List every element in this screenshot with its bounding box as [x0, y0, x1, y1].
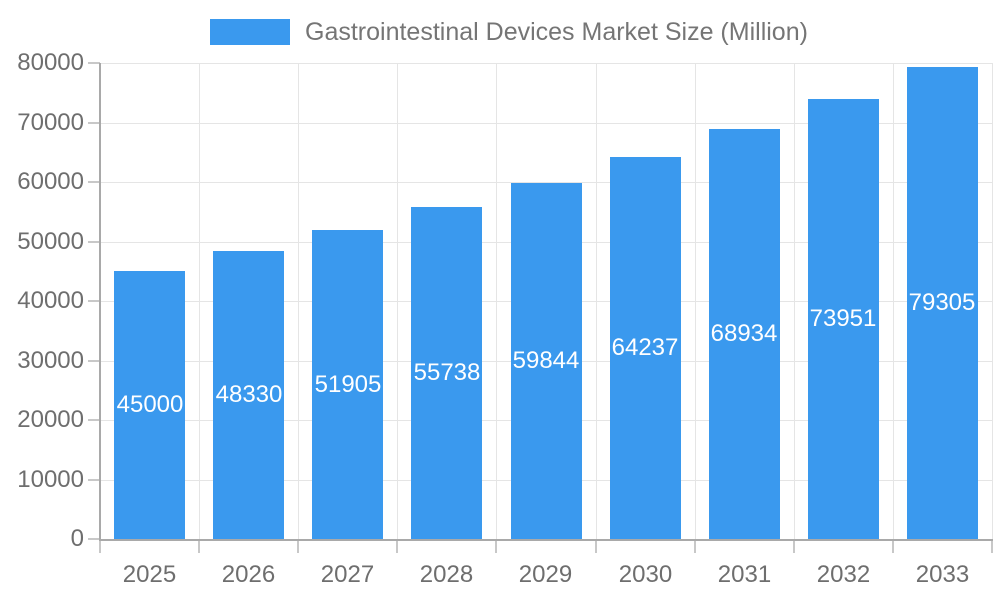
x-axis-tick: [297, 541, 299, 553]
gridline-horizontal: [100, 63, 992, 64]
bar[interactable]: [511, 183, 582, 539]
x-axis-tick: [495, 541, 497, 553]
x-axis-label: 2030: [618, 561, 673, 588]
x-axis-tick: [198, 541, 200, 553]
bar-value-label: 51905: [314, 371, 382, 398]
bar[interactable]: [312, 230, 383, 539]
bar-value-label: 48330: [215, 381, 283, 408]
bar[interactable]: [808, 99, 879, 539]
y-axis-label: 20000: [17, 406, 84, 433]
y-axis-tick: [88, 360, 100, 362]
x-axis-label: 2029: [518, 561, 573, 588]
y-axis-label: 0: [70, 525, 84, 552]
y-axis-tick: [88, 300, 100, 302]
y-axis-tick: [88, 479, 100, 481]
x-axis-label: 2032: [816, 561, 871, 588]
y-axis-tick: [88, 181, 100, 183]
x-axis-line: [99, 539, 993, 541]
bar[interactable]: [213, 251, 284, 539]
bar[interactable]: [114, 271, 185, 539]
y-axis-label: 10000: [17, 466, 84, 493]
bar[interactable]: [411, 207, 482, 539]
x-axis-label: 2026: [221, 561, 276, 588]
x-axis-tick: [694, 541, 696, 553]
bar-value-label: 45000: [116, 391, 184, 418]
y-axis-tick: [88, 538, 100, 540]
x-axis-label: 2033: [915, 561, 970, 588]
gridline-vertical: [992, 63, 993, 539]
bar-value-label: 73951: [809, 305, 877, 332]
y-axis-label: 70000: [17, 109, 84, 136]
y-axis-tick: [88, 241, 100, 243]
bar-value-label: 55738: [413, 359, 481, 386]
legend-item[interactable]: Gastrointestinal Devices Market Size (Mi…: [210, 18, 808, 46]
y-axis-label: 50000: [17, 228, 84, 255]
x-axis-tick: [595, 541, 597, 553]
y-axis-line: [99, 63, 101, 541]
y-axis-label: 40000: [17, 287, 84, 314]
x-axis-tick: [793, 541, 795, 553]
y-axis-label: 80000: [17, 49, 84, 76]
y-axis-tick: [88, 419, 100, 421]
bar[interactable]: [610, 157, 681, 539]
y-axis-label: 30000: [17, 347, 84, 374]
legend-label: Gastrointestinal Devices Market Size (Mi…: [305, 18, 808, 46]
x-axis-tick: [99, 541, 101, 553]
x-axis-label: 2031: [717, 561, 772, 588]
bar[interactable]: [709, 129, 780, 539]
y-axis-tick: [88, 122, 100, 124]
bar-value-label: 59844: [512, 347, 580, 374]
x-axis-label: 2025: [122, 561, 177, 588]
bar[interactable]: [907, 67, 978, 539]
bar-value-label: 68934: [710, 320, 778, 347]
x-axis-label: 2028: [419, 561, 474, 588]
gridline-horizontal: [100, 123, 992, 124]
bar-value-label: 64237: [611, 334, 679, 361]
bar-value-label: 79305: [908, 289, 976, 316]
x-axis-tick: [892, 541, 894, 553]
gridline-horizontal: [100, 182, 992, 183]
legend-swatch: [210, 19, 290, 45]
x-axis-tick: [991, 541, 993, 553]
x-axis-label: 2027: [320, 561, 375, 588]
x-axis-tick: [396, 541, 398, 553]
y-axis-tick: [88, 62, 100, 64]
y-axis-label: 60000: [17, 168, 84, 195]
